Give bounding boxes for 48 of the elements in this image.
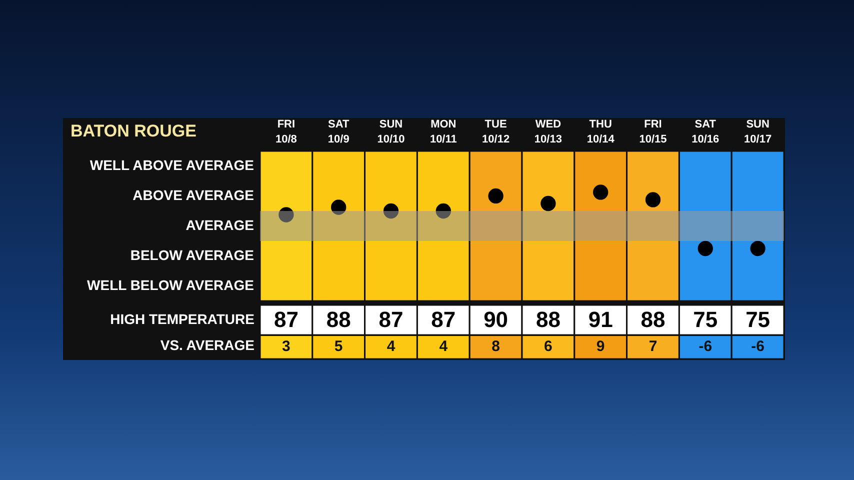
x-tick-label: SUN 10/17 xyxy=(744,118,772,146)
x-tick-label: THU 10/14 xyxy=(586,118,616,146)
text: AVERAGE xyxy=(186,217,254,233)
data-label: 4 xyxy=(386,338,396,355)
text: VS. AVERAGE xyxy=(160,337,254,353)
x-tick-label: SUN 10/10 xyxy=(377,118,405,146)
point xyxy=(383,203,399,219)
point xyxy=(540,196,556,212)
data-label: 87 xyxy=(378,307,404,332)
text: HIGH TEMPERATURE xyxy=(110,311,254,327)
x-tick-label: MON 10/11 xyxy=(430,118,457,146)
data-label: -6 xyxy=(751,338,764,355)
data-label: 6 xyxy=(544,338,552,355)
data-label: -6 xyxy=(698,338,712,355)
point xyxy=(593,184,608,200)
x-tick-label: FRI 10/8 xyxy=(275,118,297,146)
data-label: 88 xyxy=(640,307,666,332)
point xyxy=(698,240,713,256)
data-label: 91 xyxy=(588,307,613,332)
chart-title: BATON ROUGE xyxy=(70,122,196,140)
data-label: 75 xyxy=(693,307,718,332)
point xyxy=(488,188,504,204)
data-label: 5 xyxy=(334,338,343,355)
data-label: 7 xyxy=(648,338,658,355)
data-label: 87 xyxy=(431,307,456,332)
data-label: 4 xyxy=(439,338,448,355)
point xyxy=(436,203,451,219)
x-tick-label: SAT 10/16 xyxy=(692,118,720,146)
data-label: 88 xyxy=(536,307,560,332)
text: ABOVE AVERAGE xyxy=(132,187,254,203)
data-label: 87 xyxy=(274,307,298,332)
data-label: 3 xyxy=(282,338,290,355)
x-tick-label: SAT 10/9 xyxy=(328,118,350,146)
text: WELL BELOW AVERAGE xyxy=(87,277,254,293)
point xyxy=(750,240,766,256)
text: BELOW AVERAGE xyxy=(130,247,254,263)
text: WELL ABOVE AVERAGE xyxy=(90,157,254,173)
data-label: 90 xyxy=(484,307,508,332)
x-tick-label: FRI 10/15 xyxy=(639,118,667,146)
data-label: 75 xyxy=(746,307,770,332)
point xyxy=(645,192,661,208)
data-label: 88 xyxy=(326,307,351,332)
point xyxy=(331,200,346,215)
x-tick-label: TUE 10/12 xyxy=(482,118,510,146)
data-label: 9 xyxy=(596,338,605,355)
x-tick-label: WED 10/13 xyxy=(534,118,562,146)
point xyxy=(278,207,294,222)
data-label: 8 xyxy=(492,338,500,355)
